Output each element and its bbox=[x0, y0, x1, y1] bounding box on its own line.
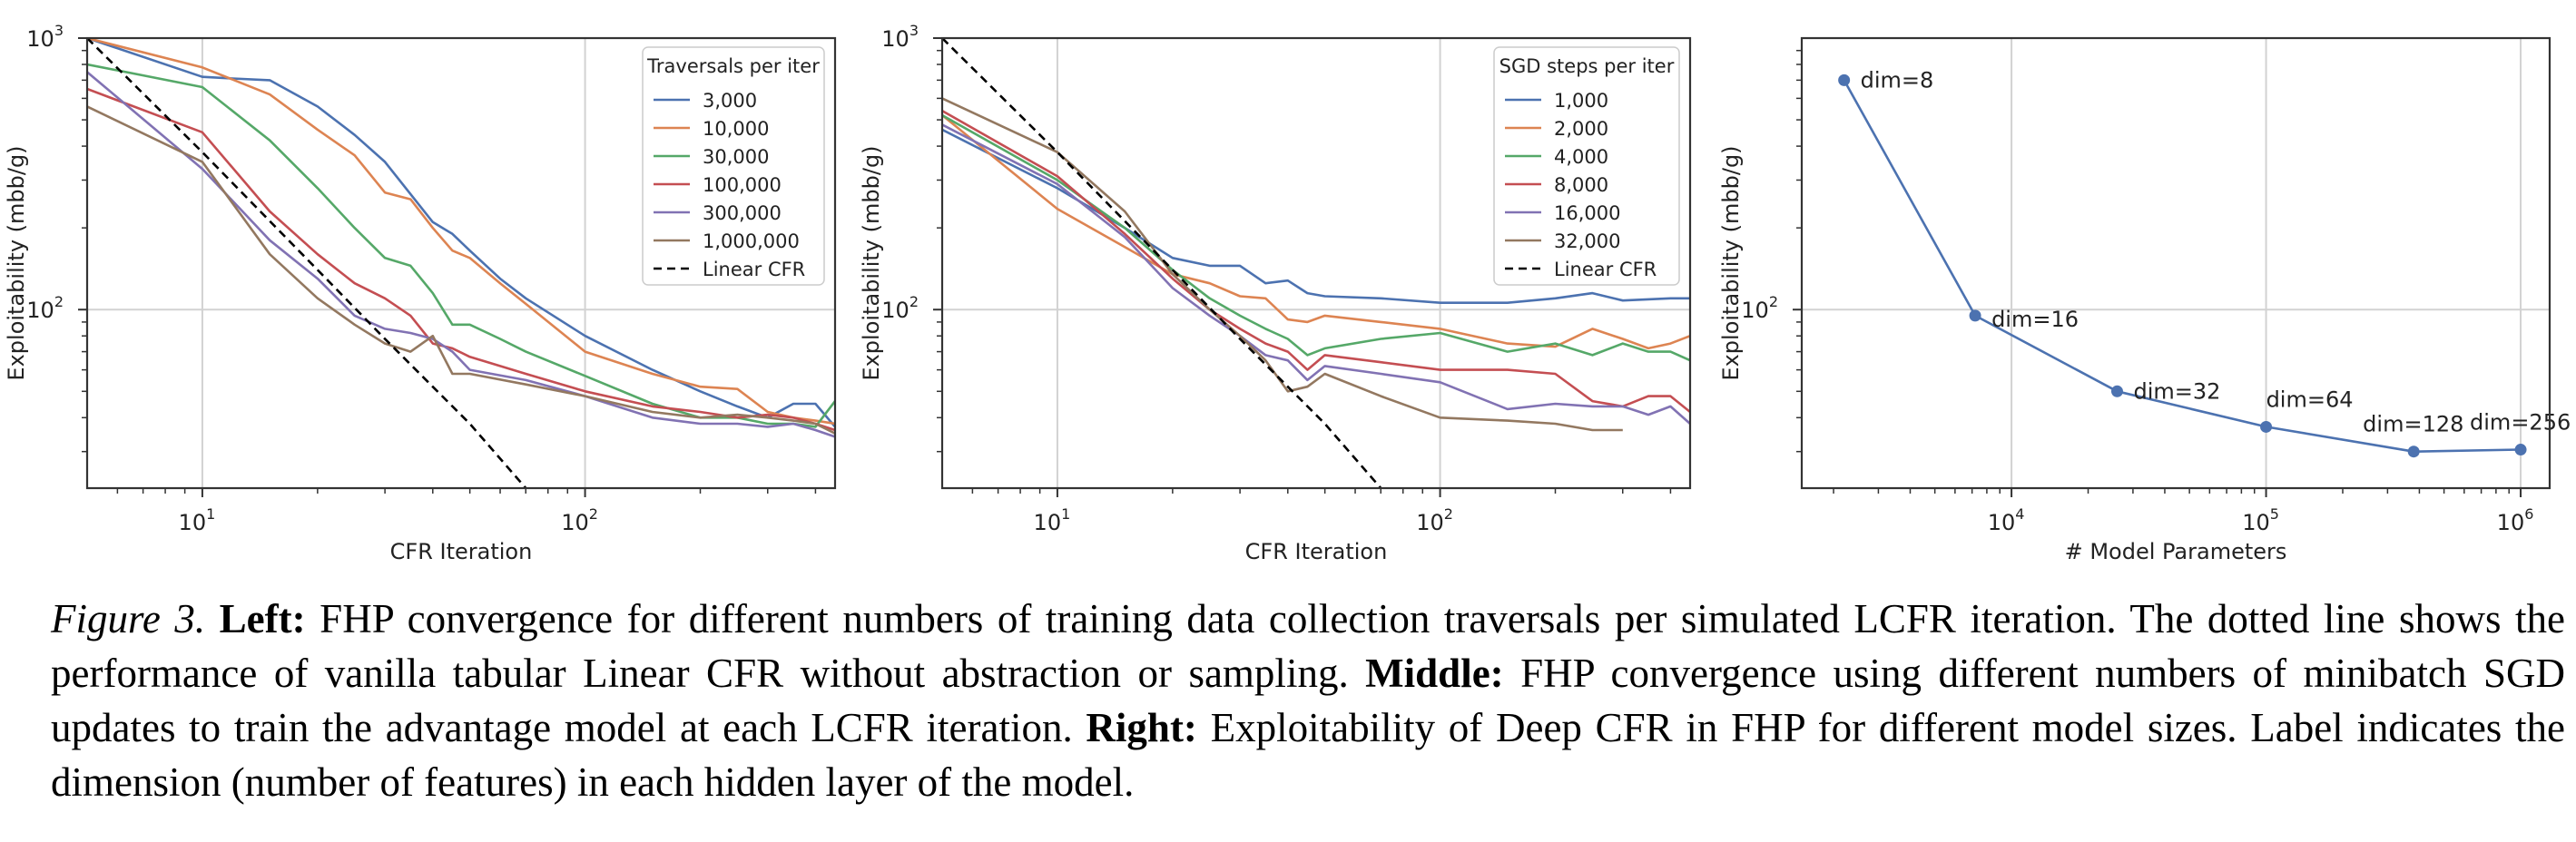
legend-entry: 32,000 bbox=[1554, 230, 1620, 252]
series-line-6 bbox=[87, 105, 835, 435]
caption-right-label: Right: bbox=[1086, 705, 1197, 750]
y-axis-label: Exploitability (mbb/g) bbox=[859, 145, 884, 380]
caption-right-text: Exploitability of Deep CFR in FHP for di… bbox=[51, 705, 2566, 805]
chart-panel-3: 104 105 106 102 dim=8 dim=16 dim=32 dim=64 dim=1… bbox=[1718, 36, 2571, 564]
legend-entry: 100,000 bbox=[703, 174, 782, 196]
chart-panel-1: 101 102 102 103 CFR Iteration Exploitability … bbox=[4, 22, 837, 564]
chart-panel-2: 101 102 102 103 CFR Iteration Exploitability … bbox=[859, 22, 1692, 564]
legend-title: SGD steps per iter bbox=[1499, 55, 1675, 77]
series-line-6 bbox=[942, 97, 1623, 432]
data-label: dim=256 bbox=[2470, 410, 2571, 436]
legend-entry: 10,000 bbox=[703, 118, 769, 140]
data-point bbox=[2260, 420, 2273, 433]
data-label: dim=32 bbox=[2133, 378, 2220, 404]
x-tick-label: 102 bbox=[1416, 505, 1453, 535]
x-tick-label: 104 bbox=[1988, 505, 2025, 535]
figure-caption: Figure 3. Left: FHP convergence for diff… bbox=[51, 592, 2565, 809]
x-tick-label: 105 bbox=[2242, 505, 2279, 535]
y-axis-label: Exploitability (mbb/g) bbox=[4, 145, 29, 380]
data-label: dim=8 bbox=[1861, 67, 1934, 93]
legend: SGD steps per iter 1,000 2,000 4,000 8,000 16… bbox=[1493, 46, 1680, 286]
legend-entry: 1,000,000 bbox=[703, 230, 800, 252]
series-line-1 bbox=[1843, 79, 2522, 454]
x-tick-label: 101 bbox=[179, 505, 216, 535]
x-axis-label: CFR Iteration bbox=[390, 539, 533, 564]
caption-left-text: FHP convergence for different numbers of… bbox=[51, 596, 2565, 696]
y-tick-label: 103 bbox=[881, 22, 919, 52]
legend: Traversals per iter 3,000 10,000 30,000 100,… bbox=[642, 46, 825, 286]
data-point bbox=[2110, 385, 2123, 397]
legend-entry: 1,000 bbox=[1554, 90, 1608, 112]
x-tick-label: 101 bbox=[1034, 505, 1071, 535]
series-line-2 bbox=[87, 38, 835, 426]
legend-entry: Linear CFR bbox=[703, 259, 805, 280]
data-point bbox=[1969, 309, 1981, 322]
data-point bbox=[2514, 444, 2527, 456]
legend-entry: 4,000 bbox=[1554, 146, 1608, 168]
series-line-7 bbox=[87, 38, 527, 488]
legend-box bbox=[1493, 46, 1680, 286]
caption-middle-text: FHP convergence using different numbers … bbox=[51, 651, 2565, 750]
series-line-5 bbox=[87, 71, 835, 438]
legend-entry: 16,000 bbox=[1554, 202, 1620, 224]
legend-entry: 30,000 bbox=[703, 146, 769, 168]
data-label: dim=128 bbox=[2363, 412, 2463, 437]
series-line-3 bbox=[87, 63, 835, 428]
legend-entry: 300,000 bbox=[703, 202, 782, 224]
x-tick-label: 102 bbox=[561, 505, 598, 535]
legend-entry: 2,000 bbox=[1554, 118, 1608, 140]
legend-entry: Linear CFR bbox=[1554, 259, 1657, 280]
legend-title: Traversals per iter bbox=[646, 55, 820, 77]
y-tick-label: 103 bbox=[26, 22, 64, 52]
caption-left-label: Left: bbox=[219, 596, 306, 641]
y-tick-label: 102 bbox=[881, 293, 919, 323]
legend-box bbox=[642, 46, 825, 286]
figure-charts: 101 102 102 103 CFR Iteration Exploitability … bbox=[4, 22, 2571, 564]
data-point bbox=[2407, 445, 2420, 458]
y-tick-label: 102 bbox=[1741, 293, 1778, 323]
y-tick-label: 102 bbox=[26, 293, 64, 323]
data-label: dim=64 bbox=[2266, 387, 2354, 412]
series-line-7 bbox=[942, 38, 1382, 488]
data-point bbox=[1838, 73, 1851, 86]
x-axis-label: CFR Iteration bbox=[1245, 539, 1388, 564]
legend-entry: 3,000 bbox=[703, 90, 757, 112]
figure-label: Figure 3. bbox=[51, 596, 206, 641]
x-axis-label: # Model Parameters bbox=[2065, 539, 2287, 564]
legend-entry: 8,000 bbox=[1554, 174, 1608, 196]
y-axis-label: Exploitability (mbb/g) bbox=[1718, 145, 1744, 380]
plot-frame bbox=[940, 36, 1692, 490]
x-tick-label: 106 bbox=[2497, 505, 2534, 535]
series-line-1 bbox=[942, 128, 1690, 305]
data-label: dim=16 bbox=[1991, 307, 2079, 332]
series-line-5 bbox=[942, 123, 1690, 425]
plot-frame bbox=[1800, 36, 2551, 490]
plot-frame bbox=[85, 36, 837, 490]
caption-middle-label: Middle: bbox=[1365, 651, 1504, 696]
series-line-4 bbox=[87, 87, 835, 432]
